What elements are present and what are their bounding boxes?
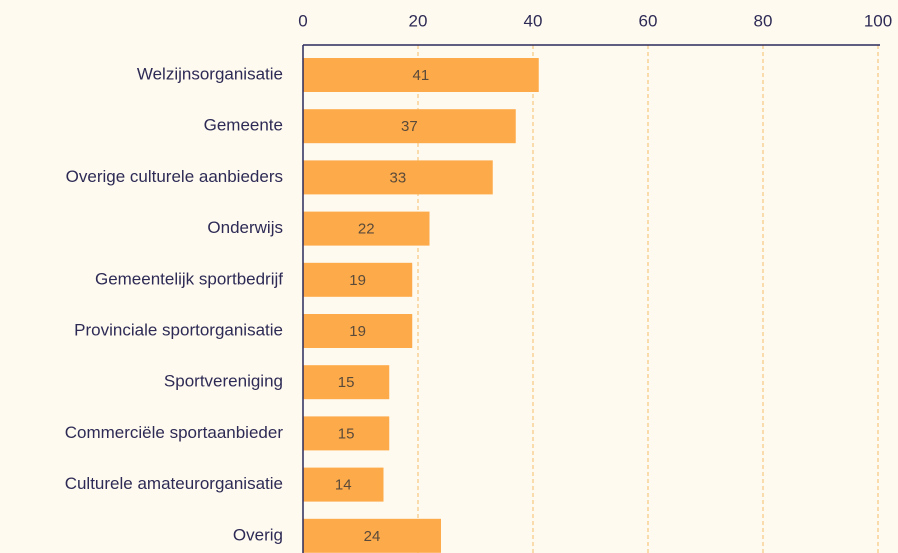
value-label: 33 <box>390 169 407 186</box>
x-tick-label: 40 <box>524 11 543 30</box>
value-label: 19 <box>349 272 366 289</box>
bar <box>303 58 539 92</box>
x-tick-label: 80 <box>754 11 773 30</box>
bar <box>303 467 384 502</box>
y-tick-label: Sportvereniging <box>164 372 283 391</box>
x-tick-label: 60 <box>639 11 658 30</box>
x-tick-label: 20 <box>409 11 428 30</box>
y-tick-label: Culturele amateurorganisatie <box>65 474 283 493</box>
value-label: 41 <box>413 67 430 84</box>
value-label: 24 <box>364 528 381 545</box>
x-tick-label: 100 <box>864 11 892 30</box>
y-tick-label: Gemeentelijk sportbedrijf <box>95 269 283 288</box>
bar <box>303 416 390 451</box>
bar <box>303 109 516 144</box>
bar <box>303 262 413 297</box>
y-tick-label: Onderwijs <box>207 218 283 237</box>
y-tick-label: Provinciale sportorganisatie <box>74 320 283 339</box>
bar <box>303 160 493 195</box>
value-label: 37 <box>401 118 418 135</box>
bar <box>303 365 390 400</box>
value-label: 15 <box>338 374 355 391</box>
x-tick-label: 0 <box>298 11 307 30</box>
bar <box>303 211 430 246</box>
value-label: 15 <box>338 425 355 442</box>
y-tick-label: Overige culturele aanbieders <box>66 167 283 186</box>
bar <box>303 314 413 348</box>
value-label: 22 <box>358 221 375 238</box>
value-label: 19 <box>349 323 366 340</box>
y-tick-label: Overig <box>233 525 283 544</box>
y-tick-label: Commerciële sportaanbieder <box>65 423 284 442</box>
value-label: 14 <box>335 477 352 494</box>
bar <box>303 518 441 553</box>
y-tick-label: Gemeente <box>204 116 283 135</box>
y-tick-label: Welzijnsorganisatie <box>137 64 283 83</box>
